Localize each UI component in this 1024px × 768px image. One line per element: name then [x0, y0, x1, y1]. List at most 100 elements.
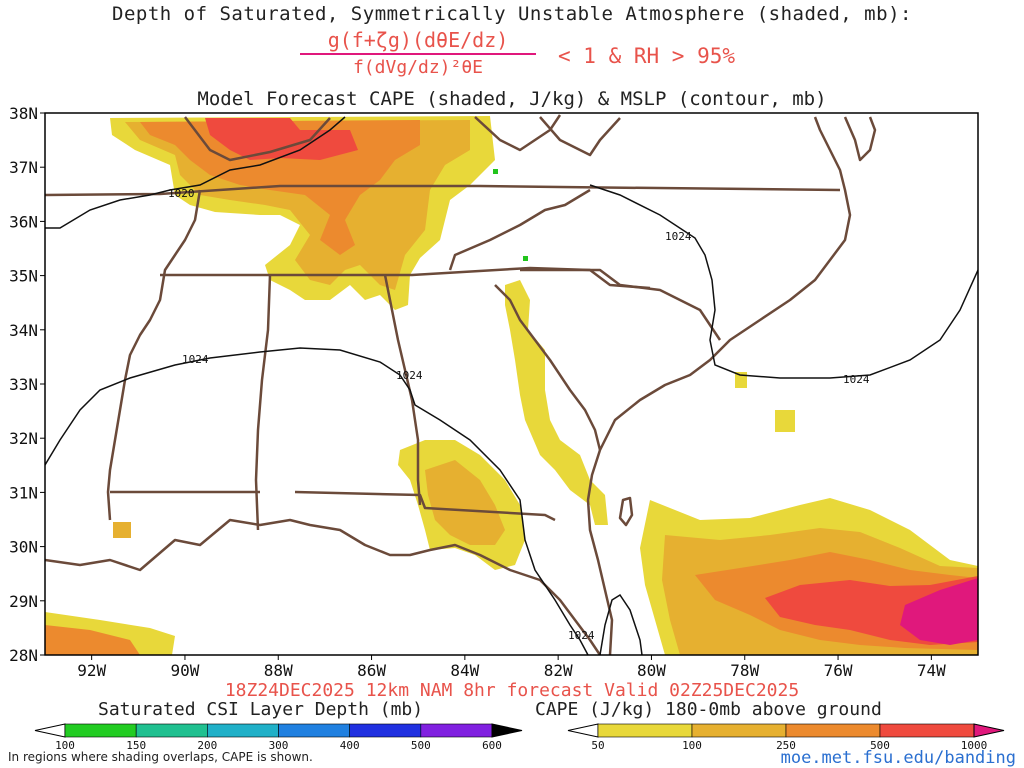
coast-delmarva	[843, 116, 877, 162]
border-ky-wv	[474, 114, 562, 152]
csi-cell	[493, 169, 498, 174]
cape-region-atlantic-1000	[900, 578, 978, 645]
title-line-1: Depth of Saturated, Symmetrically Unstab…	[112, 3, 912, 25]
cape-region-georgia	[505, 280, 608, 525]
lon-label: 90W	[170, 661, 199, 680]
fraction-denominator: f(dVg/dz)²θE	[352, 57, 484, 78]
csi-cell	[523, 256, 528, 261]
lake-okeechobee	[618, 496, 634, 527]
border-ms-al	[254, 274, 272, 531]
cape-cell	[775, 410, 795, 432]
lat-label: 35N	[9, 267, 38, 286]
lat-label: 33N	[9, 375, 38, 394]
mslp-label: 1024	[843, 373, 870, 386]
lon-label: 76W	[824, 661, 853, 680]
mslp-contour-1024-fl	[599, 593, 643, 655]
mslp-contour-labels: 1020 1024 1024 1024 1024 1024	[168, 187, 870, 642]
lon-label: 88W	[264, 661, 293, 680]
cape-shading	[45, 116, 978, 655]
lon-label: 74W	[917, 661, 946, 680]
csi-tick-label: 400	[340, 739, 360, 752]
title-line-3: Model Forecast CAPE (shaded, J/kg) & MSL…	[197, 88, 827, 110]
cape-tick-label: 500	[870, 739, 890, 752]
csi-tick-label: 100	[55, 739, 75, 752]
mslp-contour-1024-west	[45, 347, 589, 655]
lat-label: 28N	[9, 646, 38, 665]
cape-region-tennessee-250	[140, 120, 420, 255]
cape-tick-label: 1000	[961, 739, 988, 752]
cape-colorbar: 50 100 250 500 1000	[567, 723, 1005, 752]
stability-fraction: g(f+ζg)(dθE/dz) f(dVg/dz)²θE	[300, 28, 536, 78]
website-link[interactable]: moe.met.fsu.edu/banding	[780, 748, 1016, 768]
fraction-bar	[300, 53, 536, 55]
csi-tick-label: 300	[269, 739, 289, 752]
border-sc-nc	[520, 268, 722, 341]
lon-label: 82W	[544, 661, 573, 680]
cape-tick-label: 50	[591, 739, 604, 752]
mslp-label: 1020	[168, 187, 195, 200]
csi-colorbar: 100 150 200 300 400 500 600	[34, 723, 523, 752]
cape-swatch	[597, 723, 693, 738]
csi-swatch	[207, 723, 279, 738]
fraction-numerator: g(f+ζg)(dθE/dz)	[327, 28, 509, 52]
border-mississippi-river	[106, 189, 202, 521]
border-al-ga	[383, 274, 422, 506]
border-tn-north	[45, 184, 841, 197]
cape-tick-label: 250	[776, 739, 796, 752]
csi-swatch	[64, 723, 137, 738]
cape-swatch	[879, 723, 975, 738]
shading-note: In regions where shading overlaps, CAPE …	[8, 750, 313, 764]
mslp-label: 1024	[396, 369, 423, 382]
mslp-label: 1024	[568, 629, 595, 642]
csi-tick-label: 200	[197, 739, 217, 752]
csi-swatch	[135, 723, 208, 738]
lat-label: 34N	[9, 321, 38, 340]
csi-arrow-high	[491, 723, 523, 738]
csi-tick-label: 150	[126, 739, 146, 752]
cape-tick-label: 100	[682, 739, 702, 752]
lat-label: 37N	[9, 158, 38, 177]
cape-swatch	[691, 723, 787, 738]
csi-swatch	[349, 723, 422, 738]
cape-region-gulf-west-250	[45, 625, 140, 655]
mslp-contour-1024-north	[589, 184, 978, 379]
mslp-contour-1020	[45, 116, 346, 229]
cape-swatch	[785, 723, 881, 738]
lat-label: 30N	[9, 538, 38, 557]
lat-label: 36N	[9, 212, 38, 231]
lat-label: 38N	[9, 104, 38, 123]
csi-tick-label: 500	[411, 739, 431, 752]
lon-label: 84W	[450, 661, 479, 680]
csi-swatch	[420, 723, 493, 738]
border-fl-north	[294, 490, 556, 522]
cape-arrow-high	[973, 723, 1005, 738]
lon-label: 86W	[357, 661, 386, 680]
cape-cell	[113, 522, 131, 538]
border-va-wv	[539, 116, 621, 157]
cape-region-florida-panhandle-100	[425, 460, 505, 545]
border-tn-nc	[448, 188, 591, 271]
lat-label: 29N	[9, 592, 38, 611]
border-kentucky	[184, 116, 331, 162]
lat-label: 32N	[9, 429, 38, 448]
latitude-labels: 38N 37N 36N 35N 34N 33N 32N 31N 30N 29N 28N	[9, 104, 45, 665]
lon-label: 92W	[77, 661, 106, 680]
stability-condition: < 1 & RH > 95%	[558, 44, 736, 68]
cape-colorbar-title: CAPE (J/kg) 180-0mb above ground	[535, 699, 882, 720]
longitude-labels: 92W 90W 88W 86W 84W 82W 80W 78W 76W 74W	[77, 655, 946, 680]
csi-tick-label: 600	[482, 739, 502, 752]
mslp-label: 1024	[665, 230, 692, 243]
lon-label: 80W	[637, 661, 666, 680]
lon-label: 78W	[730, 661, 759, 680]
cape-region-tennessee-500	[205, 118, 358, 160]
csi-arrow-low	[34, 723, 66, 738]
csi-swatch	[278, 723, 350, 738]
mslp-contours	[45, 116, 978, 655]
border-ga-sc	[494, 284, 602, 451]
mslp-label: 1024	[182, 353, 209, 366]
valid-time: 18Z24DEC2025 12km NAM 8hr forecast Valid…	[224, 680, 800, 701]
coast-atlantic	[586, 116, 852, 655]
lat-label: 31N	[9, 483, 38, 502]
csi-colorbar-title: Saturated CSI Layer Depth (mb)	[98, 699, 424, 720]
